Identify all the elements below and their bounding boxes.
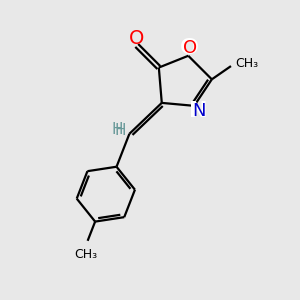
Text: N: N (189, 101, 208, 121)
Text: N: N (192, 102, 205, 120)
Text: CH₃: CH₃ (75, 248, 98, 261)
Text: O: O (129, 29, 144, 49)
Text: H: H (112, 122, 123, 137)
Text: O: O (183, 39, 197, 57)
Text: CH₃: CH₃ (236, 57, 259, 70)
Text: H: H (114, 123, 126, 138)
Text: O: O (180, 38, 199, 58)
